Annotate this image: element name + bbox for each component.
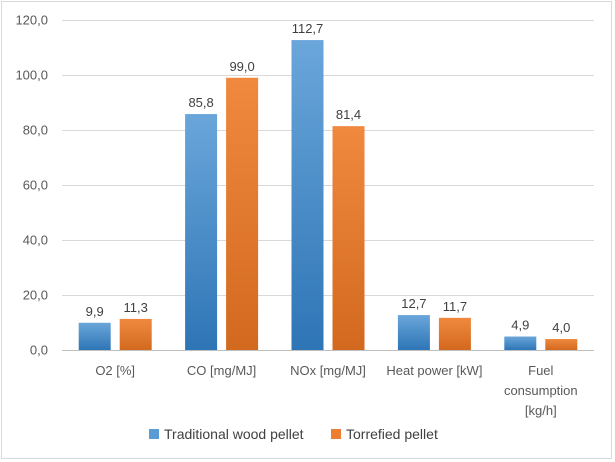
category-label: NOx [mg/MJ]	[290, 363, 366, 378]
y-tick-label: 0,0	[30, 343, 48, 358]
y-tick-label: 20,0	[23, 288, 48, 303]
bar	[185, 114, 218, 350]
bars	[78, 40, 578, 351]
category-label: O2 [%]	[95, 363, 135, 378]
legend-swatch	[331, 429, 341, 439]
legend-label: Torrefied pellet	[346, 426, 438, 442]
bar	[397, 315, 430, 350]
data-label: 112,7	[292, 21, 324, 36]
data-labels: 9,9 11,3 85,8 99,0 112,7 81,4 12,7 11,7 4,9 4,0	[86, 21, 571, 335]
bar	[78, 322, 111, 350]
y-tick-label: 120,0	[15, 13, 48, 28]
data-label: 9,9	[86, 304, 104, 319]
category-label: Fuel consumption [kg/h]	[504, 363, 578, 418]
data-label: 4,9	[511, 318, 529, 333]
y-tick-label: 40,0	[23, 233, 48, 248]
y-axis-ticks: 0,0 20,0 40,0 60,0 80,0 100,0 120,0	[15, 13, 48, 358]
bar	[332, 126, 365, 351]
gridlines	[62, 20, 594, 351]
legend-swatch	[149, 429, 159, 439]
bar	[504, 336, 537, 350]
y-tick-label: 100,0	[15, 68, 48, 83]
bar	[119, 318, 152, 350]
legend-label: Traditional wood pellet	[164, 426, 304, 442]
data-label: 81,4	[336, 107, 361, 122]
bar	[438, 317, 471, 350]
data-label: 12,7	[401, 296, 426, 311]
data-label: 11,3	[124, 300, 148, 315]
bar	[291, 40, 324, 350]
category-label: CO [mg/MJ]	[187, 363, 256, 378]
data-label: 85,8	[188, 95, 213, 110]
bar	[545, 339, 578, 350]
data-label: 99,0	[229, 59, 254, 74]
data-label: 4,0	[552, 320, 570, 335]
bar	[226, 77, 259, 350]
data-label: 11,7	[443, 299, 467, 314]
legend: Traditional wood pellet Torrefied pellet	[149, 426, 438, 442]
category-label: Heat power [kW]	[386, 363, 482, 378]
y-tick-label: 80,0	[23, 123, 48, 138]
x-axis-categories: O2 [%] CO [mg/MJ] NOx [mg/MJ] Heat power [k…	[95, 363, 577, 418]
y-tick-label: 60,0	[23, 178, 48, 193]
